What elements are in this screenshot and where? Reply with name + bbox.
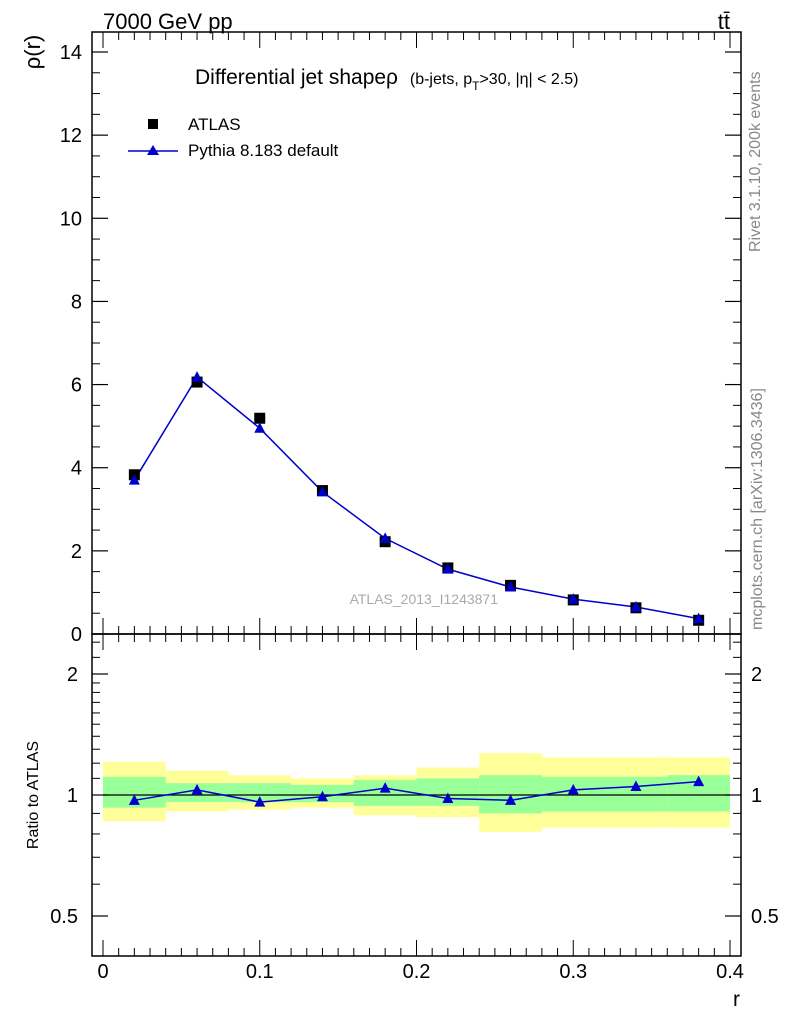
- ratio-ytick-label-right: 2: [751, 664, 762, 686]
- header-process-label: tt̄: [718, 9, 730, 34]
- atlas-point: [191, 376, 203, 388]
- pythia-point: [505, 581, 517, 592]
- main-ytick-label: 0: [71, 624, 82, 646]
- legend: ATLAS Pythia 8.183 default: [128, 115, 339, 160]
- ratio-xtick-label: 0.4: [716, 961, 744, 983]
- ratio-pythia-point: [693, 775, 705, 787]
- ratio-xtick-label: 0.1: [246, 961, 274, 983]
- ratio-ytick-label-right: 1: [751, 785, 762, 807]
- chart-title-suffix: (b-jets, p: [410, 71, 472, 88]
- ratio-pythia-point: [505, 794, 517, 805]
- ratio-ytick-label-right: 0.5: [751, 906, 779, 928]
- ratio-pythia-point: [630, 780, 642, 791]
- ratio-pythia-point: [128, 794, 140, 805]
- ratio-axis-ticks: 0.5 0.5 1 1 2 2 0 0.1 0.2 0.3 0.4: [50, 634, 779, 983]
- ratio-xlabel: r: [733, 988, 740, 1011]
- main-ylabel: ρ(r): [20, 35, 45, 70]
- ratio-pythia-point: [316, 790, 328, 802]
- pythia-line: [133, 375, 699, 620]
- ratio-xtick-label: 0: [97, 961, 108, 983]
- ratio-pythia-point: [567, 783, 579, 795]
- ratio-band-inner: [541, 776, 668, 812]
- ratio-band-inner: [479, 775, 542, 814]
- mcplots-label: mcplots.cern.ch [arXiv:1306.3436]: [749, 388, 766, 630]
- ratio-pythia-point: [442, 792, 454, 804]
- chart-title-end: >30, |η| < 2.5): [479, 71, 578, 88]
- ratio-band-inner: [228, 783, 292, 803]
- pythia-point: [630, 600, 642, 612]
- ratio-xtick-label: 0.2: [403, 961, 431, 983]
- chart-title: Differential jet shapeρ (b-jets, pT>30, …: [195, 66, 579, 93]
- pythia-point: [379, 532, 391, 543]
- ratio-pythia-line: [134, 780, 699, 803]
- ratio-ytick-label: 0.5: [50, 906, 78, 928]
- ratio-ytick-label: 1: [67, 785, 78, 807]
- pythia-point: [567, 593, 579, 604]
- chart-title-subscript: T: [472, 79, 480, 93]
- main-ytick-label: 2: [71, 541, 82, 563]
- rivet-version-label: Rivet 3.1.10, 200k events: [747, 71, 764, 252]
- ratio-pythia-point: [191, 783, 203, 795]
- analysis-watermark: ATLAS_2013_I1243871: [350, 591, 499, 607]
- ratio-ylabel: Ratio to ATLAS: [25, 741, 42, 849]
- main-ytick-label: 10: [60, 208, 82, 230]
- ratio-pythia-point: [254, 796, 266, 807]
- legend-atlas-label: ATLAS: [188, 115, 241, 134]
- main-ytick-label: 4: [71, 458, 82, 480]
- pythia-point: [316, 485, 328, 497]
- main-ytick-label: 6: [71, 375, 82, 397]
- ratio-panel: 0.5 0.5 1 1 2 2 0 0.1 0.2 0.3 0.4 Ratio to ATLAS r: [25, 633, 779, 1011]
- header-energy-label: 7000 GeV pp: [103, 9, 233, 34]
- main-ytick-label: 14: [60, 42, 82, 64]
- pythia-point: [191, 371, 203, 382]
- ratio-ytick-label: 2: [67, 664, 78, 686]
- legend-pythia-label: Pythia 8.183 default: [188, 141, 339, 160]
- main-ytick-label: 12: [60, 125, 82, 147]
- pythia-point: [442, 563, 454, 574]
- legend-atlas-marker: [148, 119, 158, 129]
- ratio-xtick-label: 0.3: [559, 961, 587, 983]
- atlas-point: [254, 412, 266, 424]
- ratio-pythia-point: [379, 782, 391, 793]
- main-ytick-label: 8: [71, 291, 82, 313]
- pythia-point: [693, 612, 705, 624]
- pythia-point: [254, 422, 266, 433]
- main-series-group: [128, 371, 705, 626]
- ratio-series-group: [128, 775, 705, 807]
- ratio-frame: [91, 633, 742, 957]
- chart-title-main: Differential jet shapeρ: [195, 66, 398, 89]
- pythia-point: [128, 474, 140, 485]
- legend-pythia-marker: [147, 145, 159, 155]
- main-axis-ticks: 0 2 4 6 8 10 12 14: [60, 32, 741, 646]
- main-panel: 0 2 4 6 8 10 12 14 ρ(r) Differential jet shapeρ…: [20, 31, 742, 646]
